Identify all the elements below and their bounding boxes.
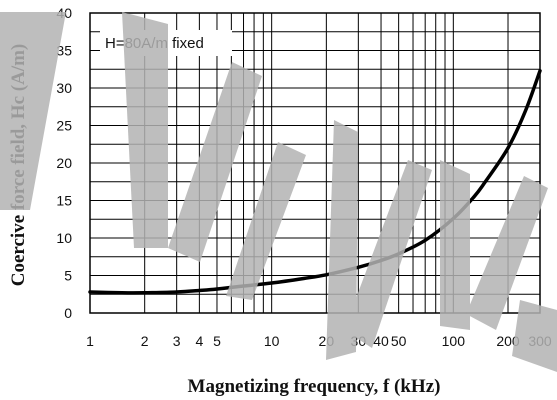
x-axis-title: Magnetizing frequency, f (kHz) xyxy=(188,376,441,397)
plot-frame xyxy=(89,12,541,314)
x-tick-label: 50 xyxy=(391,333,407,349)
watermark-stroke xyxy=(344,160,432,348)
x-tick-label: 10 xyxy=(264,333,280,349)
watermark-stroke xyxy=(440,160,470,330)
x-tick-label: 2 xyxy=(141,333,149,349)
watermark-stroke xyxy=(122,12,168,248)
x-tick-label: 1 xyxy=(86,333,94,349)
y-tick-label: 5 xyxy=(64,268,72,284)
y-tick-label: 25 xyxy=(56,118,72,134)
watermark-stroke xyxy=(466,176,548,330)
x-tick-label: 5 xyxy=(213,333,221,349)
watermark-stroke xyxy=(0,12,66,210)
watermark-stroke xyxy=(512,300,557,372)
y-tick-label: 35 xyxy=(56,43,72,59)
y-tick-label: 10 xyxy=(56,230,72,246)
y-tick-label: 0 xyxy=(64,305,72,321)
x-tick-label: 40 xyxy=(373,333,389,349)
watermark-stroke xyxy=(168,62,262,262)
watermark xyxy=(0,12,557,372)
x-tick-label: 3 xyxy=(173,333,181,349)
y-tick-label: 30 xyxy=(56,80,72,96)
tick-labels: 1234510203040501002003000510152025303540 xyxy=(56,5,551,349)
y-tick-label: 15 xyxy=(56,193,72,209)
x-tick-label: 4 xyxy=(195,333,203,349)
watermark-stroke xyxy=(326,120,358,360)
y-tick-label: 20 xyxy=(56,155,72,171)
x-tick-label: 100 xyxy=(442,333,466,349)
watermark-stroke xyxy=(226,142,306,300)
